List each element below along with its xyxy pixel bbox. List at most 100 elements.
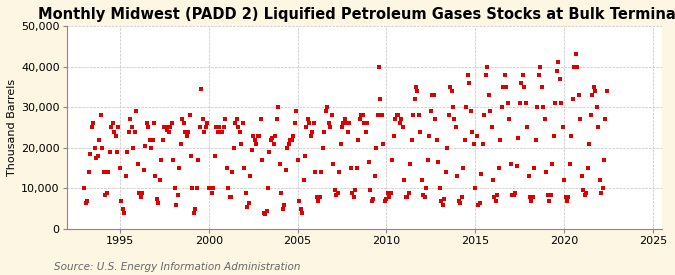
Point [467,129,478,134]
Point [381,196,392,201]
Point [429,93,439,97]
Point [394,121,405,126]
Point [298,178,309,183]
Point [537,85,547,89]
Point [229,146,240,150]
Point [100,192,111,197]
Point [329,188,340,193]
Point [292,158,303,162]
Point [475,200,485,205]
Point [456,194,467,199]
Point [554,76,565,81]
Point [265,138,276,142]
Point [111,150,122,154]
Point [364,188,375,193]
Point [373,64,384,69]
Point [296,211,307,215]
Y-axis label: Thousand Barrels: Thousand Barrels [7,79,17,176]
Point [445,85,456,89]
Point [347,190,358,195]
Point [559,178,570,183]
Point [224,194,235,199]
Point [572,64,583,69]
Point [464,81,475,85]
Title: Monthly Midwest (PADD 2) Liquified Petroleum Gases Stocks at Bulk Terminals: Monthly Midwest (PADD 2) Liquified Petro… [38,7,675,22]
Point [200,125,211,130]
Point [502,101,513,105]
Point [437,202,448,207]
Point [184,113,195,117]
Point [295,207,306,211]
Point [460,138,470,142]
Point [425,109,436,114]
Point [477,142,488,146]
Point [249,138,260,142]
Point [461,105,472,109]
Point [117,207,128,211]
Point [340,117,350,122]
Point [441,146,452,150]
Point [372,113,383,117]
Point [325,125,335,130]
Point [89,146,100,150]
Point [260,211,271,216]
Point [591,105,602,109]
Point [448,105,458,109]
Point [588,85,599,89]
Point [138,168,149,172]
Point [360,129,371,134]
Point [455,200,466,205]
Point [134,190,144,195]
Point [541,170,551,174]
Point [163,129,174,134]
Point [187,186,198,191]
Point [165,125,176,130]
Point [531,138,541,142]
Point [405,162,416,166]
Point [219,117,230,122]
Point [157,138,168,142]
Point [156,158,167,162]
Point [323,121,334,126]
Point [498,85,509,89]
Point [451,125,462,130]
Point [252,133,263,138]
Point [390,117,401,122]
Point [223,186,234,191]
Point [585,113,596,117]
Point [508,192,519,197]
Point [516,81,526,85]
Point [342,129,353,134]
Point [196,87,207,91]
Point [487,178,498,183]
Point [267,136,278,140]
Point [86,125,97,130]
Point [147,138,158,142]
Point [587,93,597,97]
Point [153,200,164,205]
Point [244,200,254,205]
Point [385,190,396,195]
Point [122,150,133,154]
Point [221,166,232,170]
Point [95,113,106,117]
Point [439,196,450,201]
Point [489,194,500,199]
Point [245,174,256,178]
Point [126,125,137,130]
Point [465,109,476,114]
Point [333,170,344,174]
Point [504,117,514,122]
Point [590,89,601,93]
Point [472,202,483,207]
Point [279,202,290,207]
Point [225,194,236,199]
Point [212,129,223,134]
Point [192,186,202,191]
Point [348,194,359,199]
Point [203,186,214,191]
Point [202,121,213,126]
Point [528,194,539,199]
Point [94,138,105,142]
Point [338,121,349,126]
